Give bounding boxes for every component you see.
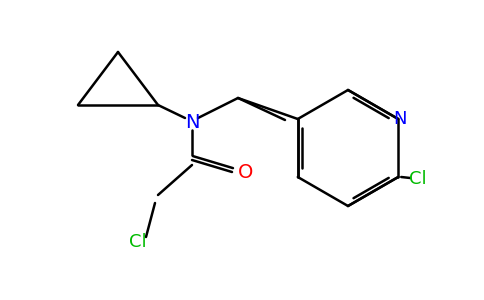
Text: O: O	[238, 163, 254, 182]
Text: Cl: Cl	[129, 233, 147, 251]
Text: N: N	[393, 110, 407, 128]
Text: N: N	[185, 112, 199, 131]
Text: Cl: Cl	[409, 170, 427, 188]
